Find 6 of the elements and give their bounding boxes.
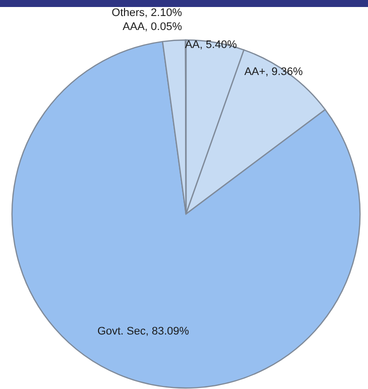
slice-label: Govt. Sec, 83.09%	[97, 325, 190, 338]
pie-slice	[12, 40, 361, 388]
slice-label: AA, 5.40%	[184, 39, 238, 52]
slice-label: Others, 2.10%	[112, 7, 182, 19]
slice-label: AA+, 9.36%	[244, 66, 303, 78]
slice-label: AAA, 0.05%	[122, 21, 182, 33]
